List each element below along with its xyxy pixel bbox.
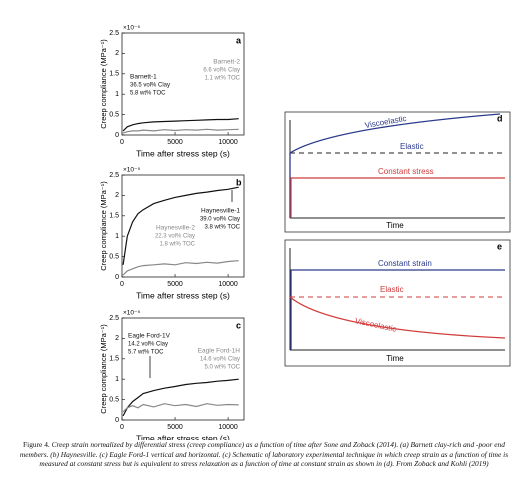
series-label: Haynesville-1 — [201, 208, 240, 215]
series-detail: 14.6 vol% Clay — [200, 357, 240, 363]
series-detail: 5.7 wt% TOC — [128, 350, 164, 356]
y-axis-label: Creep compliance (MPa⁻¹) — [99, 181, 108, 271]
caption-label: Figure 4. — [23, 440, 50, 449]
panel-letter: d — [497, 113, 503, 123]
caption: Figure 4. Creep strain normalized by dif… — [8, 440, 520, 469]
y-tick-label: 0.5 — [109, 253, 119, 260]
series-label: Barnett-2 — [213, 59, 240, 66]
x-tick-label: 0 — [120, 424, 124, 431]
y-axis-label: Creep compliance (MPa⁻¹) — [99, 324, 108, 414]
series-label: Eagle Ford-1H — [198, 348, 241, 355]
y-tick-label: 2.5 — [109, 315, 119, 322]
y-tick-label: 0 — [115, 417, 119, 424]
y-tick-label: 1 — [115, 376, 119, 383]
series-line — [122, 378, 239, 417]
constant-stress-line — [290, 177, 505, 218]
y-tick-label: 1 — [115, 233, 119, 240]
panel-letter: c — [236, 320, 241, 330]
series-detail: 6.6 vol% Clay — [203, 68, 240, 74]
plot-frame — [121, 174, 245, 278]
curve-label: Constant strain — [378, 259, 432, 268]
y-tick-label: 1.5 — [109, 356, 119, 363]
x-axis-label: Time after stress step (s) — [136, 433, 230, 440]
panel-letter: e — [497, 241, 502, 251]
panel-frame — [284, 239, 511, 367]
curve-label: Elastic — [380, 285, 404, 294]
x-tick-label: 10000 — [218, 281, 238, 288]
x-tick-label: 0 — [120, 281, 124, 288]
y-tick-label: 2 — [115, 192, 119, 199]
x-axis-label: Time after stress step (s) — [136, 290, 230, 300]
curve-label: Elastic — [400, 142, 424, 151]
series-detail: 3.8 wt% TOC — [205, 225, 241, 231]
constant-strain-line — [290, 269, 505, 350]
chart-a: 0 0.5 1 1.5 2 2.5 0 5000 10000 ×10⁻⁵ a Time after s… — [99, 25, 245, 158]
y-tick-label: 2 — [115, 335, 119, 342]
y-tick-label: 1.5 — [109, 213, 119, 220]
series-detail: 14.2 vol% Clay — [128, 342, 168, 348]
curve-label: Viscoelastic — [364, 114, 407, 130]
series-line — [122, 260, 239, 276]
x-tick-label: 5000 — [167, 281, 183, 288]
series-detail: 5.0 wt% TOC — [205, 365, 241, 371]
plot-frame — [121, 317, 245, 421]
y-tick-label: 0 — [115, 132, 119, 139]
y-multiplier: ×10⁻⁵ — [123, 167, 140, 174]
plot-frame — [121, 32, 245, 136]
panel-letter: b — [236, 177, 242, 187]
series-label: Eagle Ford-1V — [128, 333, 171, 340]
y-tick-label: 2 — [115, 50, 119, 57]
y-tick-label: 2.5 — [109, 172, 119, 179]
y-multiplier: ×10⁻⁵ — [123, 25, 140, 32]
x-tick-label: 10000 — [218, 424, 238, 431]
series-label: Haynesville-2 — [156, 225, 195, 232]
series-detail: 5.8 wt% TOC — [130, 91, 166, 97]
y-tick-label: 0.5 — [109, 396, 119, 403]
x-tick-label: 0 — [120, 139, 124, 146]
panel-e: Constant strain Elastic Viscoelastic e T… — [284, 239, 511, 367]
x-axis-label: Time after stress step (s) — [136, 148, 230, 158]
series-detail: 39.0 vol% Clay — [200, 217, 240, 223]
panel-frame — [284, 111, 511, 233]
axis-label: Time — [386, 354, 404, 363]
series-detail: 36.5 vol% Clay — [130, 83, 170, 89]
y-multiplier: ×10⁻⁵ — [123, 310, 140, 317]
y-tick-label: 2.5 — [109, 30, 119, 37]
y-tick-label: 1.5 — [109, 71, 119, 78]
x-tick-label: 5000 — [167, 139, 183, 146]
panel-d: Viscoelastic Elastic Constant stress d T… — [284, 111, 511, 233]
panel-letter: a — [236, 35, 242, 45]
series-line — [122, 403, 239, 413]
chart-c: 0 0.5 1 1.5 2 2.5 0 5000 10000 ×10⁻⁵ c Time after s… — [99, 310, 245, 440]
curve-label: Viscoelastic — [354, 316, 397, 334]
axis-label: Time — [386, 221, 404, 230]
viscoelastic-curve — [289, 113, 501, 218]
y-tick-label: 0 — [115, 274, 119, 281]
series-detail: 1.1 wt% TOC — [205, 76, 241, 82]
series-line — [122, 118, 239, 132]
series-label: Barnett-1 — [130, 74, 157, 81]
figure: Viscoelastic Elastic Constant stress d T… — [99, 25, 511, 440]
y-tick-label: 1 — [115, 91, 119, 98]
y-tick-label: 0.5 — [109, 111, 119, 118]
curve-label: Constant stress — [378, 167, 434, 176]
series-detail: 1.8 wt% TOC — [160, 242, 196, 248]
viscoelastic-curve — [289, 296, 506, 339]
y-axis-label: Creep compliance (MPa⁻¹) — [99, 39, 108, 129]
series-line — [122, 128, 239, 134]
x-tick-label: 10000 — [218, 139, 238, 146]
series-line — [122, 186, 239, 265]
chart-b: 0 0.5 1 1.5 2 2.5 0 5000 10000 ×10⁻⁵ b Time after s… — [99, 167, 245, 300]
series-detail: 22.3 vol% Clay — [155, 234, 195, 240]
caption-text: Creep strain normalized by differential … — [19, 440, 509, 469]
x-tick-label: 5000 — [167, 424, 183, 431]
